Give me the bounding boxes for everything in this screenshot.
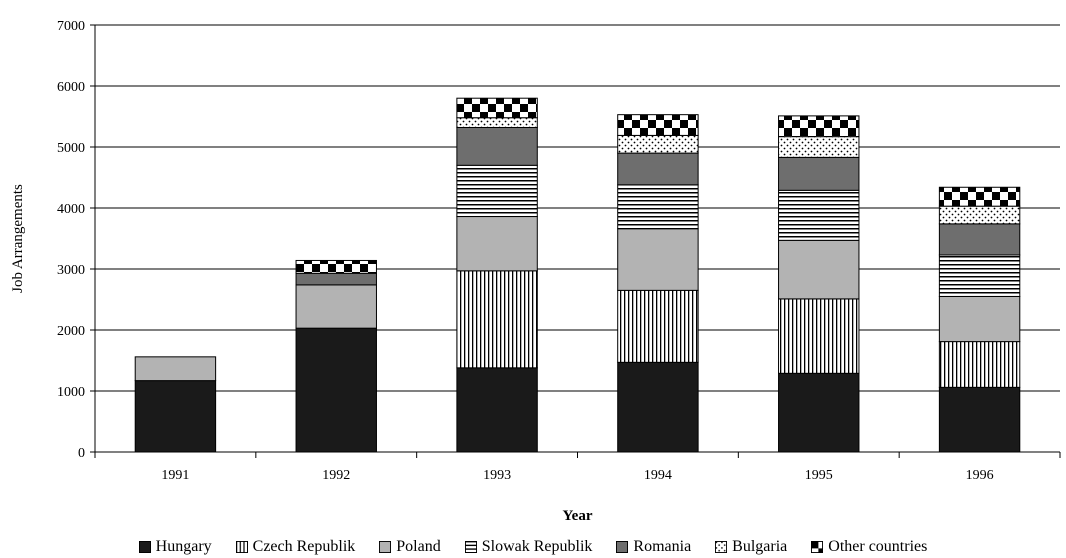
legend-item: Czech Republik [235, 538, 356, 556]
bar-segment [938, 223, 1021, 256]
bar-segment [938, 295, 1021, 343]
bar-segment [456, 367, 538, 453]
legend-swatch [464, 541, 477, 553]
bar-segment [938, 341, 1021, 388]
bar-segment [778, 156, 860, 191]
y-tick-label: 0 [78, 446, 85, 461]
y-tick-label: 5000 [57, 141, 85, 156]
bar-segment [456, 164, 538, 218]
axes: 0 1000 2000 3000 4000 5000 6000 7000 1991 1992 199… [57, 19, 1061, 483]
bar-segment [778, 189, 860, 241]
legend-label: Poland [396, 538, 441, 555]
bar-segment [938, 254, 1021, 297]
bar-segment [617, 114, 699, 136]
bar-segment [295, 284, 377, 329]
legend-label: Other countries [828, 538, 928, 555]
legend-item: Hungary [138, 538, 212, 556]
bar-segment [134, 380, 217, 453]
legend-swatch [235, 541, 248, 553]
legend: Hungary Czech Republik Poland Slowak Republ… [0, 536, 1066, 558]
y-tick-label: 7000 [57, 19, 85, 34]
x-axis-title: Year [563, 508, 593, 524]
bar-segment [456, 117, 538, 128]
legend-swatch [138, 541, 151, 553]
bar-segment [778, 115, 860, 138]
legend-item: Romania [616, 538, 691, 556]
bar-segment [617, 152, 699, 186]
bar-segment [778, 136, 860, 158]
x-tick-label: 1994 [644, 468, 672, 483]
bar-segment [456, 126, 538, 166]
legend-item: Bulgaria [715, 538, 787, 556]
bar-segment [295, 327, 377, 453]
gridlines [95, 24, 1060, 392]
bar-segment [295, 272, 377, 286]
x-tick-label: 1995 [805, 468, 833, 483]
bar-segment [938, 386, 1021, 453]
bar-segment [456, 270, 538, 369]
x-tick-label: 1996 [966, 468, 994, 483]
bar-segment [456, 97, 538, 119]
legend-swatch [715, 541, 728, 553]
bars [134, 97, 1021, 453]
bar-segment [778, 298, 860, 374]
bar-segment [617, 184, 699, 230]
bar-segment [295, 259, 377, 274]
bar-segment [778, 372, 860, 453]
y-tick-label: 6000 [57, 80, 85, 95]
x-tick-label: 1993 [483, 468, 511, 483]
stacked-bar-chart: 0 1000 2000 3000 4000 5000 6000 7000 1991 1992 199… [10, 19, 1061, 524]
y-axis-title: Job Arrangements [10, 184, 26, 293]
bar-segment [938, 186, 1021, 207]
legend-item: Poland [379, 538, 441, 556]
bar-segment [778, 239, 860, 300]
bar-segment [617, 228, 699, 291]
y-tick-label: 3000 [57, 263, 85, 278]
legend-swatch [616, 541, 629, 553]
x-tick-label: 1992 [322, 468, 350, 483]
legend-label: Slowak Republik [481, 538, 593, 555]
legend-label: Czech Republik [252, 538, 356, 555]
legend-label: Hungary [155, 538, 212, 555]
bar-segment [456, 216, 538, 272]
legend-swatch [811, 541, 824, 553]
legend-item: Other countries [811, 538, 927, 556]
legend-label: Bulgaria [732, 538, 788, 555]
bar-segment [617, 289, 699, 363]
y-tick-label: 2000 [57, 324, 85, 339]
bar-segment [617, 134, 699, 154]
y-tick-label: 4000 [57, 202, 85, 217]
legend-item: Slowak Republik [464, 538, 593, 556]
x-tick-label: 1991 [161, 468, 189, 483]
bar-segment [617, 361, 699, 453]
legend-swatch [379, 541, 392, 553]
y-tick-label: 1000 [57, 385, 85, 400]
bar-segment [134, 356, 217, 382]
bar-segment [938, 205, 1021, 225]
legend-label: Romania [633, 538, 692, 555]
